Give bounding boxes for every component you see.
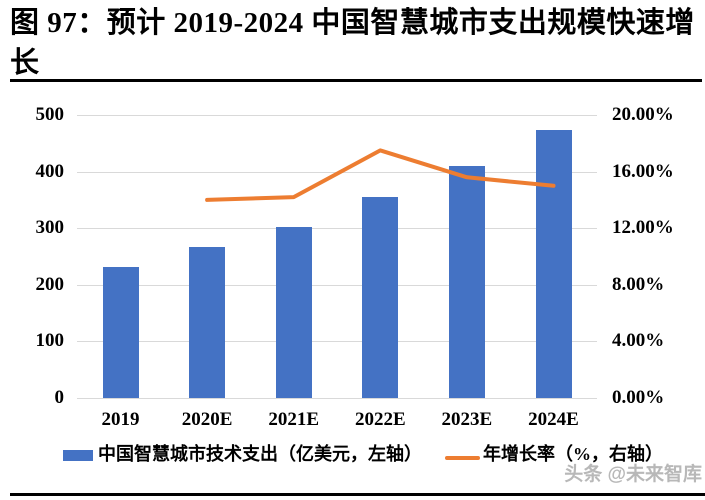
legend-bar-label: 中国智慧城市技术支出（亿美元，左轴）	[98, 444, 422, 464]
left-tick-label: 200	[35, 273, 65, 295]
x-label-2023E: 2023E	[441, 409, 493, 430]
bar-2021E	[275, 227, 312, 398]
bar-2020E	[189, 247, 226, 398]
x-label-2019: 2019	[101, 409, 140, 430]
gridline	[77, 398, 597, 399]
x-label-2022E: 2022E	[354, 409, 406, 430]
bottom-rule	[10, 493, 705, 496]
x-label-2020E: 2020E	[181, 409, 233, 430]
bar-2022E	[362, 197, 399, 398]
left-tick-label: 0	[54, 387, 65, 408]
right-tick-label: 16.00%	[612, 160, 674, 182]
title-underline	[10, 79, 702, 82]
right-tick-label: 8.00%	[612, 273, 665, 295]
figure-title-line2: 长	[10, 47, 40, 79]
bar-2019	[102, 267, 139, 398]
bar-2023E	[448, 165, 485, 398]
figure-title: 图 97：预计 2019-2024 中国智慧城市支出规模快速增 长	[10, 3, 695, 83]
gridline	[77, 284, 597, 286]
right-tick-label: 0.00%	[612, 387, 665, 408]
gridline	[77, 228, 597, 230]
left-tick-label: 300	[35, 217, 65, 239]
watermark: 头条 @未来智库	[564, 464, 702, 485]
legend-bar-swatch	[63, 450, 93, 461]
x-label-2021E: 2021E	[268, 409, 320, 430]
right-tick-label: 20.00%	[612, 104, 674, 125]
gridline	[77, 171, 597, 173]
gridline	[77, 341, 597, 343]
gridline	[77, 115, 597, 116]
left-tick-label: 100	[35, 330, 65, 352]
right-tick-label: 12.00%	[612, 217, 674, 239]
right-tick-label: 4.00%	[612, 330, 665, 352]
growth-rate-line	[205, 148, 556, 202]
legend-line-label: 年增长率（%，右轴）	[483, 444, 663, 464]
left-tick-label: 400	[35, 160, 65, 182]
left-tick-label: 500	[35, 104, 65, 125]
bar-2024E	[535, 130, 572, 398]
figure-title-line1: 图 97：预计 2019-2024 中国智慧城市支出规模快速增	[10, 7, 695, 39]
x-label-2024E: 2024E	[528, 409, 579, 430]
legend-line-swatch	[445, 456, 480, 460]
